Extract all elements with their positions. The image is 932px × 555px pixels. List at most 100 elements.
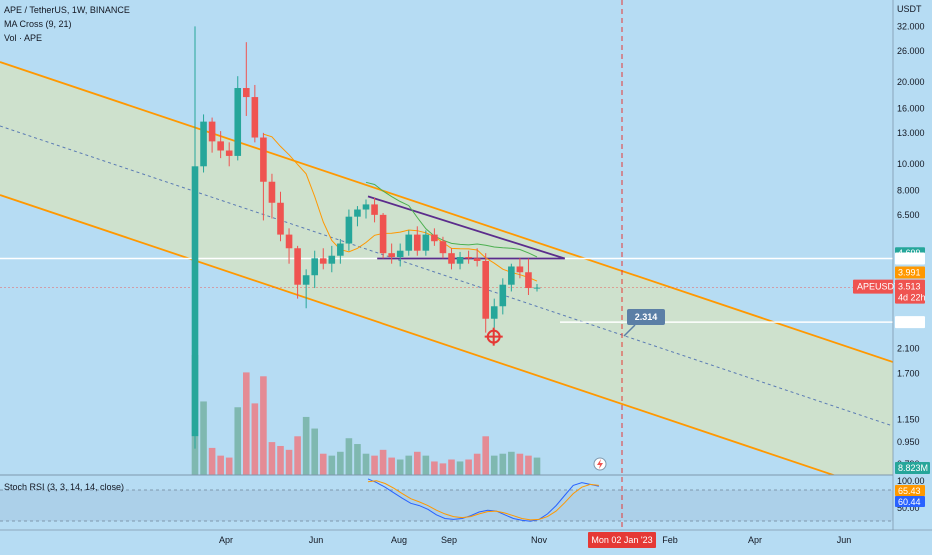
rsi-axis-label: 100.00 xyxy=(897,476,925,486)
volume-bar xyxy=(354,444,361,475)
price-axis-label: 20.000 xyxy=(897,77,925,87)
channel-fill xyxy=(0,62,893,496)
rsi-k-line xyxy=(367,478,600,522)
candle xyxy=(362,199,370,219)
candle-body xyxy=(285,234,293,249)
price-axis-label: 10.000 xyxy=(897,159,925,169)
candle-body xyxy=(277,202,284,235)
candle-body xyxy=(354,209,361,217)
stoch-rsi-legend[interactable]: Stoch RSI (3, 3, 14, 14, close) xyxy=(4,482,125,492)
candle-body xyxy=(337,243,344,256)
cursor-date-label: Mon 02 Jan '23 xyxy=(591,535,652,545)
volume-bar xyxy=(243,372,250,475)
volume-bar xyxy=(268,442,276,475)
volume-bar xyxy=(422,455,430,475)
candle-body xyxy=(328,255,336,264)
candle-body xyxy=(294,248,301,285)
candle-body xyxy=(533,287,541,289)
volume-bar xyxy=(533,457,541,475)
volume-bar xyxy=(362,453,370,475)
price-tag xyxy=(895,252,925,265)
symbol-legend[interactable]: APE / TetherUS, 1W, BINANCE xyxy=(4,5,130,15)
candle-body xyxy=(516,266,524,273)
price-axis-label: 2.100 xyxy=(897,343,920,353)
price-axis-label: 8.000 xyxy=(897,185,920,195)
volume-bar xyxy=(208,447,216,475)
volume-bar xyxy=(482,436,489,475)
price-axis-label: 6.500 xyxy=(897,210,920,220)
candle xyxy=(371,197,378,223)
candle xyxy=(465,250,472,264)
candle-body xyxy=(200,121,207,167)
candle xyxy=(302,269,310,309)
rsi-d-line xyxy=(367,480,599,521)
candle-body xyxy=(388,253,395,258)
candle xyxy=(234,76,242,161)
price-axis-label: 16.000 xyxy=(897,103,925,113)
rsi-axis-label: 50.00 xyxy=(897,503,920,513)
triangle-descending-line xyxy=(367,195,566,260)
candle-body xyxy=(243,88,250,98)
target-label: 2.314 xyxy=(635,312,658,322)
candle xyxy=(473,248,481,267)
candle xyxy=(490,298,498,328)
candle-body xyxy=(490,306,498,319)
candle xyxy=(499,278,507,315)
symbol-badge-label: APEUSDT xyxy=(857,282,900,292)
candle xyxy=(439,236,447,259)
target-label-box xyxy=(627,309,665,325)
symbol-badge xyxy=(853,279,893,294)
candle-body xyxy=(422,234,430,251)
candle xyxy=(516,258,524,279)
candle xyxy=(525,258,532,295)
volume-bar xyxy=(388,457,395,475)
candle xyxy=(319,248,327,270)
ma-slow-line xyxy=(365,181,538,258)
volume-bar xyxy=(490,455,498,475)
candle xyxy=(260,132,267,221)
candle xyxy=(533,284,541,292)
candle-body xyxy=(431,234,438,242)
ma-cross-legend[interactable]: MA Cross (9, 21) xyxy=(4,19,72,29)
volume-bar xyxy=(379,449,387,475)
time-axis-label: Nov xyxy=(531,535,548,545)
volume-bar xyxy=(473,453,481,475)
price-tag xyxy=(895,266,925,279)
volume-bar xyxy=(225,457,233,475)
time-axis-label: Apr xyxy=(748,535,762,545)
volume-bar xyxy=(396,459,404,475)
candle xyxy=(191,26,199,449)
candle-body xyxy=(217,141,224,151)
price-axis-label: 1.700 xyxy=(897,368,920,378)
volume-bar xyxy=(431,461,438,475)
volume-bar xyxy=(516,453,524,475)
volume-bar xyxy=(311,428,318,475)
candle xyxy=(328,245,336,273)
time-axis-label: Sep xyxy=(441,535,457,545)
price-tag xyxy=(895,316,925,329)
candle xyxy=(225,142,233,167)
candle xyxy=(508,263,515,292)
candle xyxy=(431,228,438,246)
volume-bar xyxy=(260,376,267,475)
volume-bar xyxy=(319,453,327,475)
candle xyxy=(208,117,216,153)
price-tag-label: 3.991 xyxy=(898,268,921,278)
candle xyxy=(448,248,455,270)
candle-body xyxy=(268,181,276,203)
candle xyxy=(277,191,284,242)
candle-body xyxy=(345,216,353,244)
volume-bar xyxy=(337,451,344,475)
candle xyxy=(217,131,224,159)
volume-bar xyxy=(294,436,301,475)
time-axis-label: Jun xyxy=(837,535,852,545)
candle-body xyxy=(405,234,413,251)
candle xyxy=(243,42,250,116)
volume-legend[interactable]: Vol · APE xyxy=(4,33,43,43)
candle xyxy=(456,251,464,270)
candle-body xyxy=(473,258,481,261)
price-axis-label: 13.000 xyxy=(897,128,925,138)
volume-bar xyxy=(251,403,259,475)
